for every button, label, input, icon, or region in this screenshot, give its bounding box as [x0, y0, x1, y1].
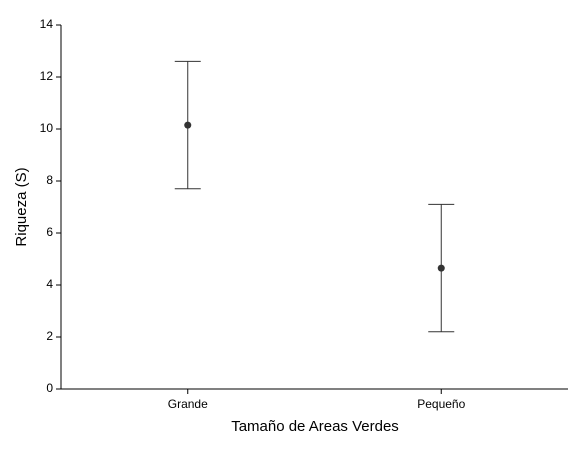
y-tick-label: 8 — [46, 173, 53, 187]
y-tick-label: 10 — [40, 121, 54, 135]
mean-point — [184, 121, 192, 129]
x-axis-title: Tamaño de Areas Verdes — [231, 418, 399, 435]
y-axis-title: Riqueza (S) — [13, 167, 30, 246]
y-tick-label: 6 — [46, 225, 53, 239]
y-tick-label: 2 — [46, 329, 53, 343]
mean-point — [437, 264, 445, 272]
x-tick-label: Grande — [168, 397, 208, 411]
y-tick-label: 4 — [46, 277, 53, 291]
y-tick-label: 14 — [40, 17, 54, 31]
y-tick-label: 12 — [40, 69, 54, 83]
x-tick-label: Pequeño — [417, 397, 465, 411]
y-tick-label: 0 — [46, 381, 53, 395]
